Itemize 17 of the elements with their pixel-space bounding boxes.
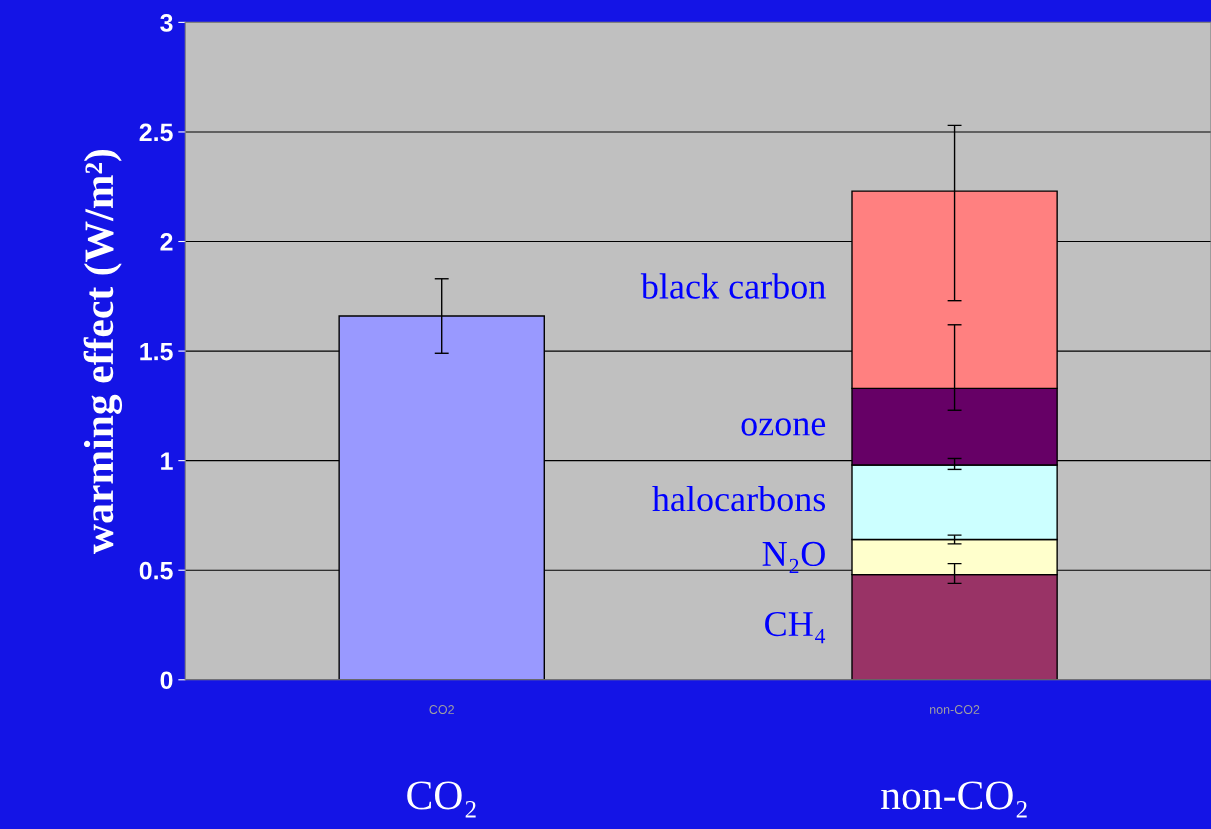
series-label: black carbon (640, 273, 826, 299)
x-tick-label: non-CO2 (930, 705, 980, 714)
series-label: N₂O (762, 541, 825, 574)
y-tick-label: 0 (160, 671, 173, 690)
series-label: CH₄ (765, 611, 826, 644)
series-label: halocarbons (652, 485, 826, 512)
text: CO₂ (407, 781, 476, 818)
y-tick-label: 1 (161, 452, 173, 470)
y-tick-label: 3 (160, 13, 173, 32)
x-tick-label: CO2 (429, 705, 454, 714)
text: non-CO₂ (881, 781, 1027, 818)
series-label: ozone (741, 418, 826, 436)
y-tick-label: 2.5 (139, 123, 173, 142)
y-axis-title: warming effect (W/m²) (83, 149, 123, 554)
y-tick-label: 2 (160, 233, 173, 251)
y-tick-label: 0.5 (139, 561, 173, 580)
y-tick-label: 1.5 (140, 342, 173, 361)
